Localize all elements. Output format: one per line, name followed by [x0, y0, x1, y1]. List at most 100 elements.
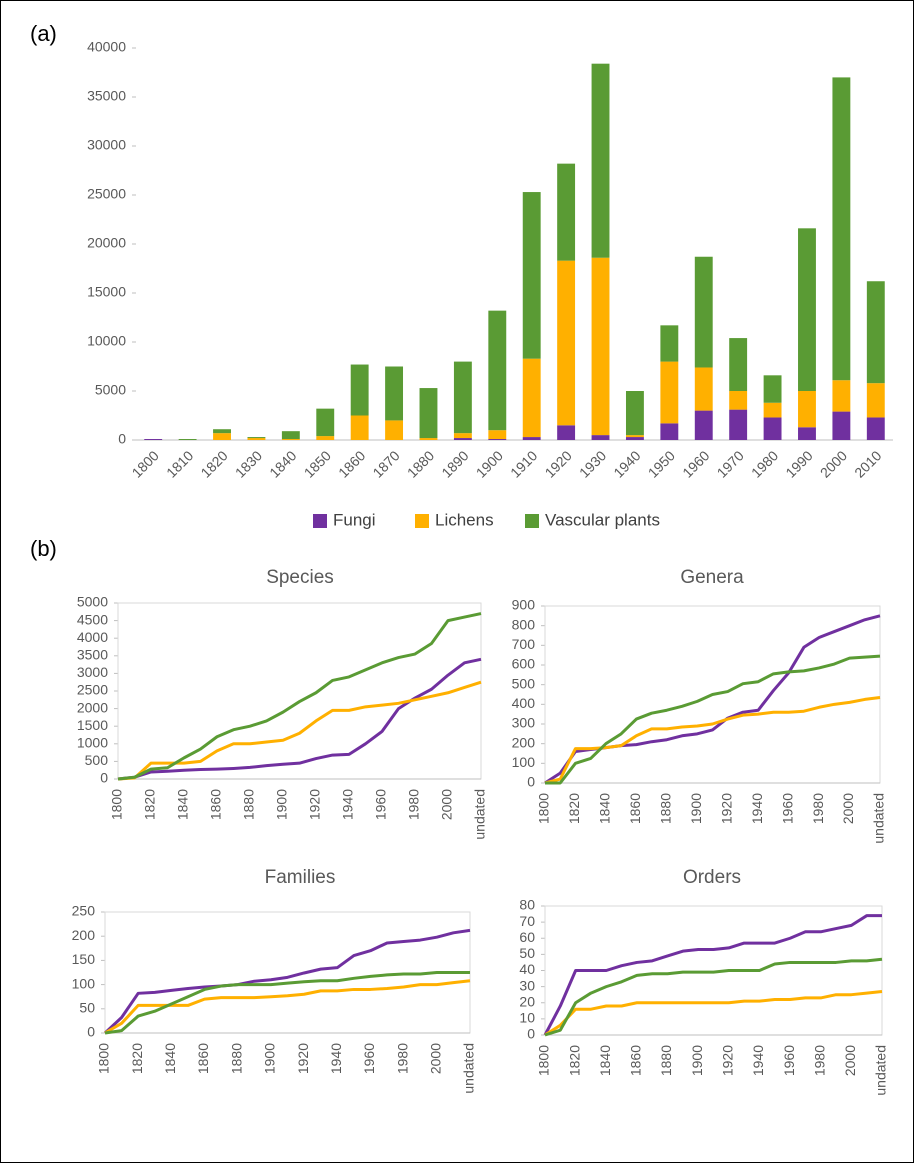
- x-tick-label: 1960: [679, 447, 712, 480]
- y-tick-label: 3000: [77, 664, 108, 680]
- series-line: [545, 654, 881, 785]
- x-tick-label: 1930: [576, 447, 609, 480]
- x-tick-label: 1900: [274, 789, 290, 820]
- y-tick-label: 800: [512, 616, 536, 632]
- chart-title: Orders: [683, 867, 741, 888]
- y-tick-label: 1500: [77, 717, 108, 733]
- series-line: [544, 989, 883, 1037]
- x-tick-label: 1860: [335, 447, 368, 480]
- x-tick-label: 1840: [162, 1043, 178, 1074]
- x-tick-label: 1900: [262, 1043, 278, 1074]
- series-line: [544, 957, 883, 1037]
- y-tick-label: 50: [79, 1000, 95, 1016]
- y-tick-label: 2000: [77, 699, 108, 715]
- bar-segment: [591, 63, 610, 258]
- bar-segment: [144, 439, 163, 440]
- y-tick-label: 15000: [87, 284, 126, 300]
- x-tick-label: 1940: [749, 793, 765, 824]
- bar-segment: [557, 425, 576, 440]
- y-tick-label: 100: [72, 975, 96, 991]
- series-line: [104, 971, 470, 1035]
- y-tick-label: 0: [527, 774, 535, 790]
- x-tick-label: 1970: [714, 447, 747, 480]
- chart-title: Genera: [680, 567, 744, 588]
- y-tick-label: 70: [519, 913, 535, 929]
- x-tick-label: 1860: [195, 1043, 211, 1074]
- y-tick-label: 900: [512, 597, 536, 613]
- y-tick-label: 0: [527, 1026, 535, 1042]
- bar-segment: [178, 439, 197, 440]
- x-tick-label: 1860: [208, 789, 224, 820]
- x-tick-label: 1900: [688, 793, 704, 824]
- bar-segment: [591, 257, 610, 436]
- bar-segment: [763, 417, 782, 440]
- y-tick-label: 60: [519, 929, 535, 945]
- bar-segment: [798, 391, 816, 428]
- bar-segment: [350, 415, 369, 440]
- y-tick-label: 40: [519, 961, 535, 977]
- x-tick-label: 2000: [817, 447, 850, 480]
- y-tick-label: 400: [512, 695, 536, 711]
- y-tick-label: 250: [72, 903, 96, 919]
- bar-segment: [419, 438, 438, 440]
- y-tick-label: 0: [118, 431, 126, 447]
- series-line: [117, 680, 482, 781]
- x-tick-label: 1960: [373, 789, 389, 820]
- x-tick-label: 1960: [361, 1043, 377, 1074]
- bar-segment: [763, 402, 782, 418]
- bar-segment: [522, 192, 541, 359]
- bar-segment: [213, 429, 231, 434]
- x-tick-label: 1840: [266, 447, 299, 480]
- y-tick-label: 200: [72, 927, 96, 943]
- bar-segment: [247, 437, 266, 439]
- x-tick-label: 1900: [689, 1045, 705, 1076]
- y-tick-label: 600: [512, 656, 536, 672]
- bar-segment: [832, 411, 851, 440]
- x-tick-label: 1920: [542, 447, 575, 480]
- y-tick-label: 10000: [87, 333, 126, 349]
- x-tick-label: 1810: [163, 447, 196, 480]
- x-tick-label: 1800: [96, 1043, 112, 1074]
- bar-segment: [866, 383, 885, 418]
- x-tick-label: 1910: [507, 447, 540, 480]
- bar-segment: [213, 433, 231, 440]
- bar-segment: [488, 310, 507, 431]
- bar-segment: [453, 433, 472, 439]
- bar-segment: [866, 281, 885, 384]
- x-tick-label: 1820: [142, 789, 158, 820]
- bar-segment: [625, 437, 644, 440]
- x-tick-label: 1880: [241, 789, 257, 820]
- legend-label: Vascular plants: [545, 510, 660, 529]
- y-tick-label: 20000: [87, 235, 126, 251]
- x-tick-label: undated: [873, 1045, 889, 1096]
- x-tick-label: 1880: [404, 447, 437, 480]
- bar-segment: [694, 367, 713, 411]
- x-tick-label: 2000: [428, 1043, 444, 1074]
- x-tick-label: 2000: [439, 789, 455, 820]
- chart-title: Species: [266, 567, 334, 588]
- bar-segment: [557, 260, 576, 426]
- legend-label: Fungi: [333, 510, 376, 529]
- x-tick-label: 1940: [328, 1043, 344, 1074]
- y-tick-label: 3500: [77, 647, 108, 663]
- legend-swatch: [313, 514, 327, 528]
- y-tick-label: 20: [519, 993, 535, 1009]
- legend-swatch: [415, 514, 429, 528]
- bar-segment: [350, 364, 369, 416]
- y-tick-label: 150: [72, 951, 96, 967]
- x-tick-label: 1880: [228, 1043, 244, 1074]
- x-tick-label: 1980: [406, 789, 422, 820]
- bar-segment: [763, 375, 782, 403]
- x-tick-label: 1890: [438, 447, 471, 480]
- x-tick-label: 1800: [536, 793, 552, 824]
- x-tick-label: 1820: [566, 1045, 582, 1076]
- bar-segment: [729, 409, 748, 440]
- x-tick-label: 1850: [301, 447, 334, 480]
- y-tick-label: 25000: [87, 186, 126, 202]
- y-tick-label: 4000: [77, 629, 108, 645]
- x-tick-label: 1920: [307, 789, 323, 820]
- x-tick-label: 1920: [295, 1043, 311, 1074]
- x-tick-label: 1980: [748, 447, 781, 480]
